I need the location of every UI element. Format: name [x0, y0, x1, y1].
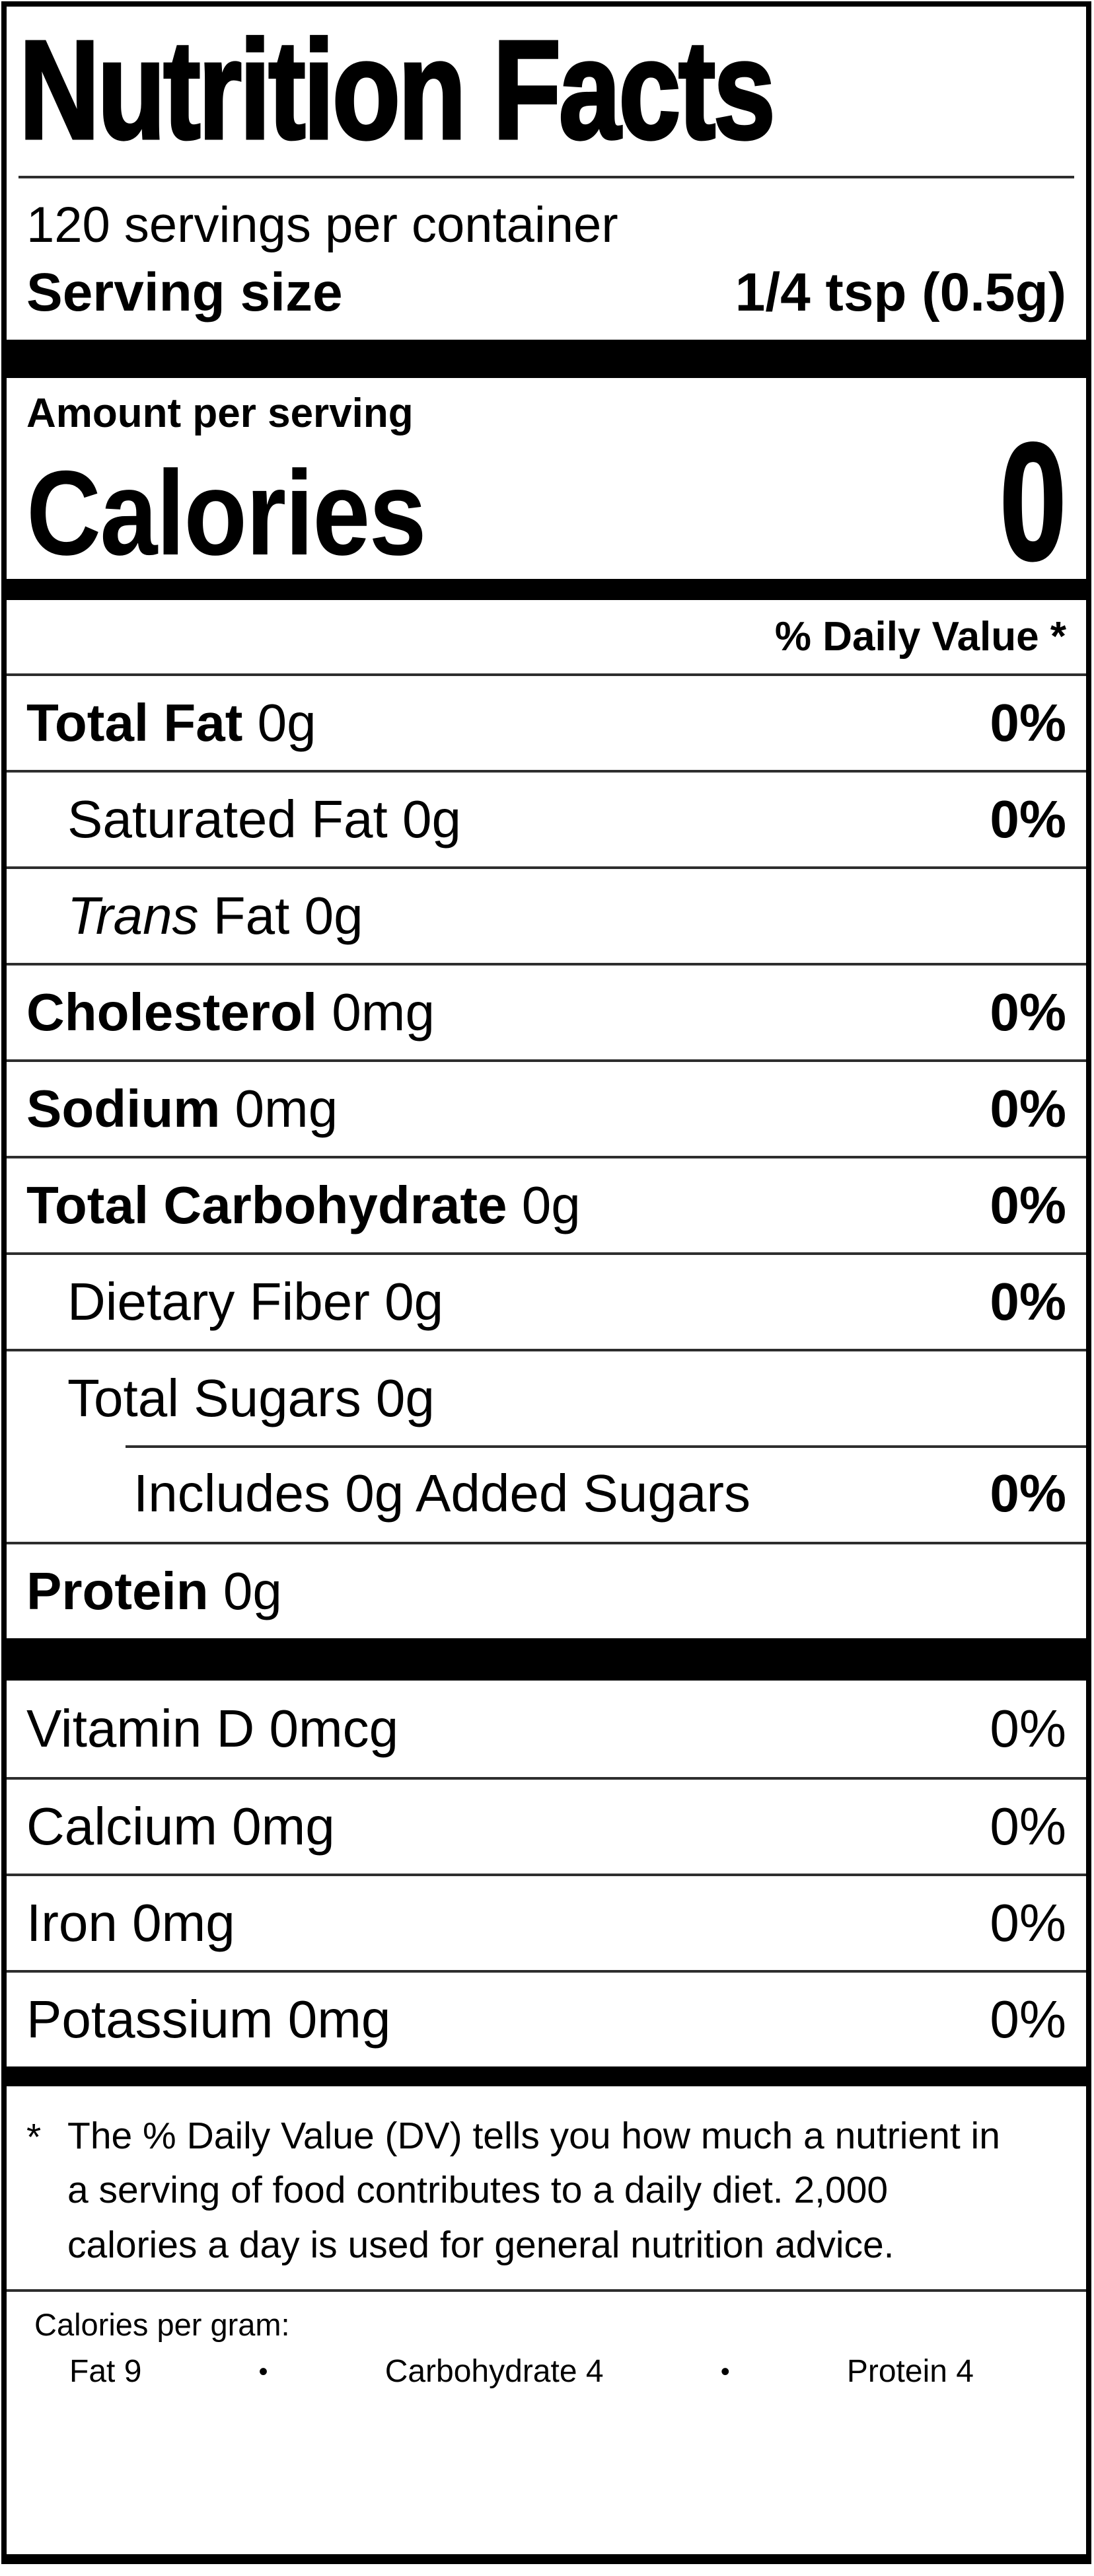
- label-title: Nutrition Facts: [18, 11, 777, 168]
- serving-size-value: 1/4 tsp (0.5g): [735, 262, 1066, 322]
- nutrient-name-italic: Trans: [67, 886, 199, 946]
- nutrient-name: Dietary Fiber 0g: [67, 1272, 444, 1332]
- separator-bar-thick: [7, 340, 1086, 379]
- nutrient-row-sodium: Sodium 0mg 0%: [7, 1059, 1086, 1156]
- separator-bar-medium: [7, 2066, 1086, 2087]
- daily-value-footnote: * The % Daily Value (DV) tells you how m…: [7, 2086, 1086, 2289]
- daily-value: 0%: [990, 1176, 1066, 1235]
- nutrient-row-trans-fat: Trans Fat 0g: [7, 866, 1086, 963]
- daily-value: 0%: [990, 1990, 1066, 2049]
- cpg-carbohydrate: Carbohydrate 4: [384, 2354, 604, 2390]
- calories-per-gram-row: Fat 9 • Carbohydrate 4 • Protein 4: [69, 2353, 974, 2391]
- serving-size-row: Serving size 1/4 tsp (0.5g): [7, 262, 1086, 324]
- separator-bar-thick: [7, 1638, 1086, 1681]
- vitamin-name: Iron 0mg: [26, 1893, 235, 1953]
- daily-value: 0%: [990, 1272, 1066, 1332]
- nutrient-row-total-sugars: Total Sugars 0g: [7, 1349, 1086, 1445]
- nutrient-row-added-sugars: Includes 0g Added Sugars 0%: [7, 1445, 1086, 1542]
- nutrient-name: Includes 0g Added Sugars: [133, 1464, 751, 1523]
- serving-size-label: Serving size: [26, 262, 343, 322]
- nutrient-row-protein: Protein 0g: [7, 1542, 1086, 1638]
- nutrient-amount: 0g: [507, 1176, 581, 1235]
- daily-value: 0%: [990, 1464, 1066, 1523]
- nutrient-name: Protein: [26, 1562, 209, 1621]
- calories-row: Calories 0: [7, 408, 1086, 595]
- nutrient-name: Total Sugars 0g: [67, 1369, 435, 1428]
- vitamin-row-potassium: Potassium 0mg 0%: [7, 1970, 1086, 2066]
- daily-value: 0%: [990, 1699, 1066, 1759]
- cpg-protein: Protein 4: [846, 2354, 974, 2390]
- vitamin-name: Potassium 0mg: [26, 1990, 391, 2049]
- nutrient-amount: 0mg: [317, 983, 435, 1042]
- daily-value: 0%: [990, 693, 1066, 753]
- daily-value: 0%: [990, 1893, 1066, 1953]
- separator-bar-medium: [7, 579, 1086, 601]
- servings-per-container: 120 servings per container: [26, 197, 618, 254]
- daily-value-header: % Daily Value *: [774, 614, 1066, 660]
- calories-value: 0: [999, 408, 1068, 595]
- nutrient-row-total-fat: Total Fat 0g 0%: [7, 673, 1086, 770]
- vitamin-row-vitamin-d: Vitamin D 0mcg 0%: [7, 1681, 1086, 1777]
- vitamin-name: Vitamin D 0mcg: [26, 1699, 399, 1759]
- nutrient-amount: 0g: [242, 693, 316, 753]
- nutrient-amount: 0g: [208, 1562, 282, 1621]
- vitamin-name: Calcium 0mg: [26, 1797, 335, 1856]
- daily-value: 0%: [990, 1797, 1066, 1856]
- footnote-text: The % Daily Value (DV) tells you how muc…: [67, 2115, 1000, 2266]
- cpg-fat: Fat 9: [69, 2354, 142, 2390]
- nutrient-amount: 0mg: [220, 1079, 338, 1139]
- footnote-asterisk: *: [26, 2116, 42, 2159]
- amount-per-serving-label: Amount per serving: [26, 391, 414, 437]
- bullet-icon: •: [720, 2357, 730, 2386]
- nutrient-name: Cholesterol: [26, 983, 318, 1042]
- daily-value: 0%: [990, 1079, 1066, 1139]
- calories-per-gram-label: Calories per gram:: [34, 2306, 290, 2342]
- daily-value: 0%: [990, 983, 1066, 1042]
- calories-label: Calories: [26, 445, 427, 580]
- footer-rule: [7, 2289, 1086, 2292]
- daily-value: 0%: [990, 790, 1066, 849]
- nutrient-row-total-carbohydrate: Total Carbohydrate 0g 0%: [7, 1156, 1086, 1252]
- nutrient-row-cholesterol: Cholesterol 0mg 0%: [7, 963, 1086, 1059]
- vitamin-row-iron: Iron 0mg 0%: [7, 1874, 1086, 1970]
- title-rule: [18, 176, 1074, 179]
- nutrient-row-dietary-fiber: Dietary Fiber 0g 0%: [7, 1252, 1086, 1349]
- vitamin-row-calcium: Calcium 0mg 0%: [7, 1777, 1086, 1874]
- nutrient-name: Sodium: [26, 1079, 221, 1139]
- nutrient-name: Total Fat: [26, 693, 243, 753]
- nutrient-name: Total Carbohydrate: [26, 1176, 507, 1235]
- nutrient-amount: Fat 0g: [198, 886, 363, 946]
- nutrient-row-saturated-fat: Saturated Fat 0g 0%: [7, 770, 1086, 866]
- bullet-icon: •: [258, 2357, 268, 2386]
- nutrient-name: Saturated Fat 0g: [67, 790, 461, 849]
